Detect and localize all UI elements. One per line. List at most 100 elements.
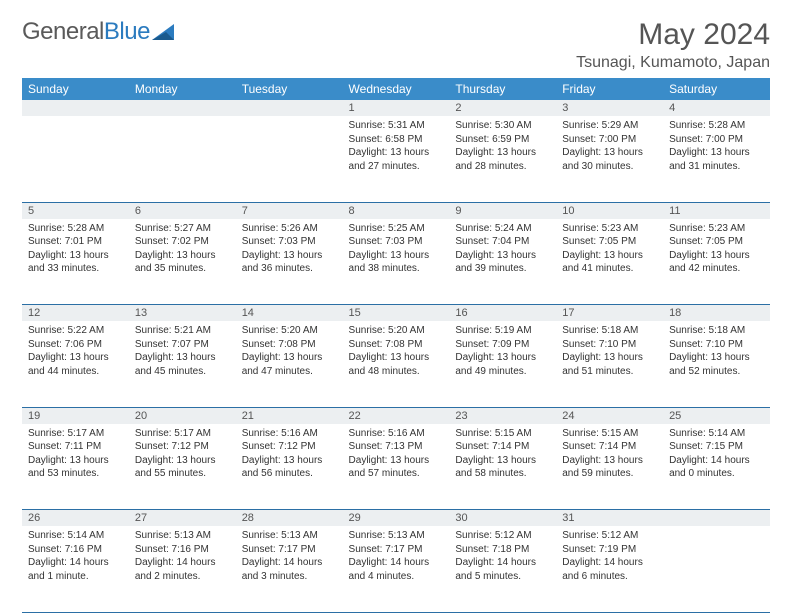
day-number-cell: 10 [556, 202, 663, 219]
day-info-line: and 4 minutes. [349, 570, 444, 584]
day-info-line: and 0 minutes. [669, 467, 764, 481]
day-content-cell: Sunrise: 5:28 AMSunset: 7:01 PMDaylight:… [22, 219, 129, 305]
day-info-line: Sunset: 7:05 PM [669, 235, 764, 249]
day-number-cell: 9 [449, 202, 556, 219]
day-number-cell [663, 510, 770, 527]
day-number-cell: 6 [129, 202, 236, 219]
day-info-line: Daylight: 14 hours [242, 556, 337, 570]
day-content-cell: Sunrise: 5:25 AMSunset: 7:03 PMDaylight:… [343, 219, 450, 305]
day-content-cell: Sunrise: 5:20 AMSunset: 7:08 PMDaylight:… [343, 321, 450, 407]
day-info-line: Daylight: 13 hours [669, 146, 764, 160]
day-info-line: and 2 minutes. [135, 570, 230, 584]
day-info-line: Sunset: 7:01 PM [28, 235, 123, 249]
day-content-cell: Sunrise: 5:29 AMSunset: 7:00 PMDaylight:… [556, 116, 663, 202]
brand-wedge-icon [152, 22, 178, 42]
day-info-line: Daylight: 13 hours [455, 351, 550, 365]
day-info-line: Daylight: 13 hours [562, 249, 657, 263]
day-info-line: Sunset: 7:19 PM [562, 543, 657, 557]
day-number-cell: 2 [449, 100, 556, 116]
day-info-line: Sunset: 7:16 PM [135, 543, 230, 557]
day-info-line: Sunset: 7:00 PM [669, 133, 764, 147]
day-number-cell: 19 [22, 407, 129, 424]
day-info-line: Sunrise: 5:14 AM [669, 427, 764, 441]
day-info-line: Daylight: 13 hours [28, 249, 123, 263]
day-info-line: Daylight: 13 hours [135, 351, 230, 365]
day-info-line: and 3 minutes. [242, 570, 337, 584]
day-info-line: and 49 minutes. [455, 365, 550, 379]
day-content-row: Sunrise: 5:22 AMSunset: 7:06 PMDaylight:… [22, 321, 770, 407]
day-number-row: 1234 [22, 100, 770, 116]
location-text: Tsunagi, Kumamoto, Japan [576, 54, 770, 72]
day-info-line: Sunrise: 5:31 AM [349, 119, 444, 133]
day-content-cell: Sunrise: 5:15 AMSunset: 7:14 PMDaylight:… [449, 424, 556, 510]
day-content-cell: Sunrise: 5:28 AMSunset: 7:00 PMDaylight:… [663, 116, 770, 202]
day-info-line: and 1 minute. [28, 570, 123, 584]
day-info-line: Daylight: 13 hours [242, 351, 337, 365]
day-content-cell: Sunrise: 5:23 AMSunset: 7:05 PMDaylight:… [556, 219, 663, 305]
day-info-line: Sunrise: 5:19 AM [455, 324, 550, 338]
day-number-cell: 21 [236, 407, 343, 424]
day-info-line: Daylight: 13 hours [349, 351, 444, 365]
day-info-line: Daylight: 14 hours [455, 556, 550, 570]
day-info-line: Sunrise: 5:13 AM [135, 529, 230, 543]
day-info-line: Sunrise: 5:15 AM [562, 427, 657, 441]
day-info-line: and 45 minutes. [135, 365, 230, 379]
day-info-line: Daylight: 13 hours [242, 454, 337, 468]
day-info-line: Daylight: 13 hours [562, 351, 657, 365]
day-info-line: Sunset: 6:58 PM [349, 133, 444, 147]
day-info-line: Sunrise: 5:23 AM [562, 222, 657, 236]
day-number-cell [236, 100, 343, 116]
day-content-cell: Sunrise: 5:20 AMSunset: 7:08 PMDaylight:… [236, 321, 343, 407]
day-info-line: Daylight: 13 hours [28, 454, 123, 468]
day-number-cell: 27 [129, 510, 236, 527]
day-info-line: Daylight: 13 hours [28, 351, 123, 365]
day-content-cell: Sunrise: 5:18 AMSunset: 7:10 PMDaylight:… [663, 321, 770, 407]
day-info-line: and 28 minutes. [455, 160, 550, 174]
day-info-line: Sunrise: 5:14 AM [28, 529, 123, 543]
day-info-line: and 59 minutes. [562, 467, 657, 481]
day-number-cell: 5 [22, 202, 129, 219]
day-info-line: Sunrise: 5:13 AM [349, 529, 444, 543]
day-content-cell: Sunrise: 5:23 AMSunset: 7:05 PMDaylight:… [663, 219, 770, 305]
day-info-line: Sunset: 7:03 PM [242, 235, 337, 249]
page-header: GeneralBlue May 2024 Tsunagi, Kumamoto, … [22, 18, 770, 72]
day-info-line: and 48 minutes. [349, 365, 444, 379]
weekday-header: Thursday [449, 78, 556, 100]
day-info-line: Sunset: 7:02 PM [135, 235, 230, 249]
day-info-line: Daylight: 14 hours [135, 556, 230, 570]
day-number-cell: 3 [556, 100, 663, 116]
day-info-line: Daylight: 13 hours [135, 454, 230, 468]
day-number-cell: 13 [129, 305, 236, 322]
day-info-line: Sunrise: 5:12 AM [562, 529, 657, 543]
day-info-line: Daylight: 13 hours [562, 146, 657, 160]
day-info-line: Sunrise: 5:15 AM [455, 427, 550, 441]
day-info-line: Sunrise: 5:27 AM [135, 222, 230, 236]
day-info-line: Sunset: 7:14 PM [455, 440, 550, 454]
day-info-line: Sunset: 7:07 PM [135, 338, 230, 352]
day-info-line: and 56 minutes. [242, 467, 337, 481]
day-info-line: Sunset: 7:11 PM [28, 440, 123, 454]
weekday-header: Saturday [663, 78, 770, 100]
day-info-line: Sunset: 7:13 PM [349, 440, 444, 454]
day-info-line: Sunset: 7:08 PM [349, 338, 444, 352]
day-info-line: Daylight: 13 hours [455, 454, 550, 468]
day-number-cell: 25 [663, 407, 770, 424]
day-info-line: and 55 minutes. [135, 467, 230, 481]
day-content-cell [129, 116, 236, 202]
day-content-cell: Sunrise: 5:12 AMSunset: 7:19 PMDaylight:… [556, 526, 663, 612]
day-info-line: Sunrise: 5:30 AM [455, 119, 550, 133]
day-info-line: and 39 minutes. [455, 262, 550, 276]
day-info-line: and 51 minutes. [562, 365, 657, 379]
day-info-line: and 53 minutes. [28, 467, 123, 481]
day-info-line: Sunrise: 5:22 AM [28, 324, 123, 338]
day-info-line: Daylight: 13 hours [349, 249, 444, 263]
brand-text-blue: Blue [104, 18, 150, 46]
day-number-cell: 17 [556, 305, 663, 322]
day-content-cell: Sunrise: 5:19 AMSunset: 7:09 PMDaylight:… [449, 321, 556, 407]
brand-logo: GeneralBlue [22, 18, 178, 46]
day-info-line: Sunrise: 5:16 AM [349, 427, 444, 441]
day-content-row: Sunrise: 5:28 AMSunset: 7:01 PMDaylight:… [22, 219, 770, 305]
day-info-line: Sunset: 7:10 PM [562, 338, 657, 352]
day-info-line: Sunset: 7:08 PM [242, 338, 337, 352]
day-info-line: Sunset: 7:15 PM [669, 440, 764, 454]
